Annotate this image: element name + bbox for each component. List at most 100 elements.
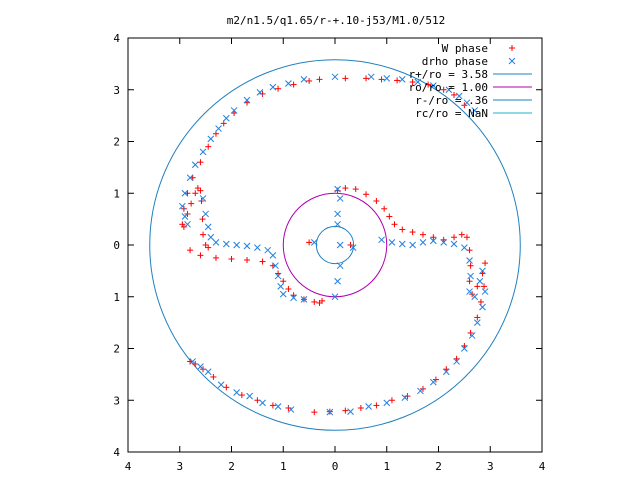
x-tick-label: 0 (332, 460, 339, 473)
x-tick-label: 3 (487, 460, 494, 473)
drho-phase-point (274, 272, 282, 280)
w-phase-point (259, 90, 266, 97)
drho-phase-point (215, 125, 222, 132)
drho-phase-point (409, 241, 416, 249)
x-tick-label: 2 (435, 460, 442, 473)
drho-phase-point (334, 277, 341, 285)
drho-phase-point (378, 236, 385, 244)
drho-phase-point (461, 345, 468, 352)
legend-entry: drho phase (422, 55, 516, 68)
w-phase-point (363, 75, 370, 82)
w-phase-point (357, 405, 364, 412)
drho-phase-point (471, 107, 479, 114)
drho-phase-point (476, 277, 484, 285)
drho-phase-point (243, 242, 251, 250)
drho-phase-point (212, 239, 220, 246)
drho-phase-point (189, 358, 197, 365)
drho-phase-point (279, 290, 287, 298)
drho-phase-point (450, 240, 458, 248)
w-phase-point (290, 81, 297, 88)
y-tick-label: 1 (113, 291, 120, 304)
drho-phase-point (463, 99, 471, 107)
w-phase-point (409, 229, 416, 236)
legend-label: rc/ro = NaN (415, 107, 488, 120)
drho-phase-point (429, 237, 437, 245)
drho-phase-point (336, 241, 344, 249)
drho-phase-point (272, 262, 279, 270)
drho-phase-point (269, 251, 277, 259)
drho-phase-point (285, 80, 292, 87)
w-phase-point (192, 190, 199, 197)
drho-phase-point (243, 96, 251, 104)
drho-phase-point (334, 210, 341, 218)
w-phase-point (187, 247, 194, 254)
drho-phase-point (207, 135, 215, 143)
drho-phase-point (274, 403, 282, 410)
drho-phase-point (336, 195, 344, 202)
w-phase-point (467, 329, 474, 336)
drho-phase-point (445, 86, 453, 94)
drho-phase-point (471, 293, 479, 301)
drho-phase-point (191, 161, 199, 169)
drho-phase-point (184, 220, 191, 228)
drho-phase-point (388, 239, 396, 246)
w-phase-point (244, 257, 251, 264)
drho-phase-point (181, 213, 189, 220)
w-phase-point (466, 278, 473, 285)
w-phase-point (482, 260, 489, 267)
drho-phase-point (466, 288, 473, 295)
circle-ro-ring (282, 192, 388, 298)
w-phase-point (180, 223, 187, 230)
w-phase-point (212, 254, 219, 261)
w-phase-point (458, 231, 465, 238)
drho-phase-point (331, 73, 339, 81)
w-phase-point (205, 244, 212, 251)
drho-phase-point (197, 363, 204, 370)
drho-phase-point (479, 267, 486, 275)
y-tick-label: 3 (113, 394, 120, 407)
y-tick-label: 0 (113, 239, 120, 252)
drho-phase-point (300, 76, 308, 83)
drho-phase-point (254, 244, 261, 251)
legend-entry: rc/ro = NaN (415, 107, 532, 120)
w-phase-point (381, 205, 388, 212)
w-phase-point (342, 407, 349, 414)
drho-phase-point (398, 76, 406, 83)
x-tick-label: 3 (176, 460, 183, 473)
w-phase-point (373, 198, 380, 205)
w-phase-point (180, 205, 187, 212)
w-phase-point (197, 187, 204, 194)
drho-phase-point (347, 408, 354, 415)
drho-phase-point (479, 303, 486, 311)
drho-phase-point (336, 262, 344, 270)
w-phase-point (394, 77, 401, 84)
drho-phase-point (383, 399, 391, 407)
chart-title: m2/n1.5/q1.65/r-+.10-j53/M1.0/512 (227, 14, 446, 27)
drho-phase-point (326, 408, 334, 416)
w-phase-point (419, 231, 426, 238)
w-phase-point (404, 393, 411, 400)
legend-label: ro/ro = 1.00 (409, 81, 488, 94)
drho-phase-point (334, 185, 341, 193)
w-phase-point (386, 213, 393, 220)
x-tick-label: 2 (228, 460, 235, 473)
drho-phase-point (259, 399, 266, 407)
drho-phase-point (207, 233, 215, 241)
y-tick-label: 2 (113, 343, 120, 356)
w-phase-point (198, 198, 205, 205)
drho-phase-point (256, 88, 264, 96)
w-phase-point (259, 258, 266, 265)
w-phase-point (306, 239, 313, 246)
drho-phase-point (264, 246, 272, 254)
drho-phase-point (417, 387, 424, 395)
w-phase-point (306, 77, 313, 84)
w-phase-point (467, 262, 474, 269)
w-phase-point (285, 285, 292, 292)
w-phase-point (363, 191, 370, 198)
w-phase-point (194, 185, 201, 192)
w-phase-point (378, 76, 385, 83)
drho-phase-point (246, 392, 253, 400)
